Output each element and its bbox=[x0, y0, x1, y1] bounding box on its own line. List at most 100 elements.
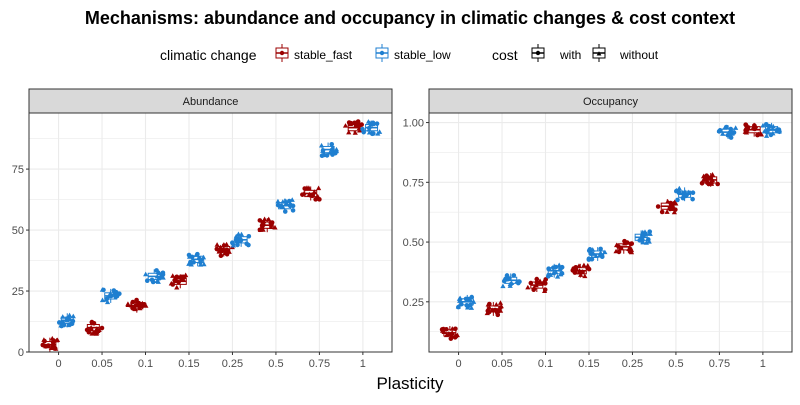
plot-area bbox=[429, 113, 792, 352]
data-point-without bbox=[722, 125, 728, 130]
data-point-without bbox=[769, 126, 776, 131]
data-point-with bbox=[221, 243, 227, 248]
data-point-without bbox=[333, 146, 340, 152]
data-point-without bbox=[498, 303, 504, 309]
data-point-with bbox=[715, 181, 721, 187]
y-tick-label: 0.50 bbox=[403, 237, 424, 249]
data-point-with bbox=[628, 241, 634, 247]
data-point-without bbox=[304, 185, 310, 190]
legend-key-stable-fast bbox=[275, 44, 289, 62]
data-point-without bbox=[342, 123, 349, 128]
data-point-with bbox=[317, 197, 322, 202]
data-point-with bbox=[558, 266, 563, 272]
data-point-without bbox=[54, 337, 61, 343]
data-point-with bbox=[287, 198, 292, 204]
data-point-without bbox=[223, 248, 229, 253]
panel-abundance: Abundance 0 25 50 75 0 0.05 0.1 0.15 0.25 0.5 0.75 1 bbox=[12, 88, 393, 370]
data-point-without bbox=[546, 266, 552, 271]
data-point-with bbox=[246, 233, 252, 239]
data-point-with bbox=[324, 153, 330, 158]
data-point-without bbox=[448, 331, 454, 336]
data-point-with bbox=[244, 241, 250, 246]
data-point-without bbox=[760, 122, 766, 128]
legend-item-stable-fast: stable_fast bbox=[294, 48, 353, 62]
data-point-without bbox=[327, 149, 333, 155]
data-point-without bbox=[366, 127, 372, 132]
data-point-with bbox=[469, 294, 475, 300]
data-point-with bbox=[261, 222, 266, 228]
legend-item-with: with bbox=[559, 48, 581, 62]
panel-title: Abundance bbox=[183, 96, 239, 108]
data-point-without bbox=[143, 271, 149, 277]
data-point-with bbox=[599, 254, 605, 260]
data-point-with bbox=[458, 301, 464, 307]
data-point-without bbox=[525, 284, 531, 290]
data-point-with bbox=[290, 208, 296, 213]
data-point-with bbox=[104, 296, 110, 302]
data-point-without bbox=[356, 122, 362, 128]
data-point-with bbox=[371, 131, 376, 136]
data-point-without bbox=[48, 345, 54, 351]
data-point-without bbox=[550, 270, 557, 276]
panel-strip bbox=[28, 88, 393, 114]
data-point-without bbox=[757, 131, 764, 136]
legend-key-with bbox=[531, 44, 545, 62]
x-tick-label: 0 bbox=[455, 358, 461, 370]
data-point-with bbox=[534, 280, 540, 285]
data-point-with bbox=[348, 120, 354, 126]
data-point-without bbox=[260, 227, 266, 232]
data-point-with bbox=[329, 141, 335, 147]
y-tick-label: 50 bbox=[12, 225, 24, 237]
y-tick-label: 25 bbox=[12, 286, 24, 298]
data-point-without bbox=[486, 304, 492, 310]
data-point-without bbox=[704, 176, 710, 181]
data-point-with bbox=[699, 181, 705, 186]
data-point-with bbox=[195, 251, 200, 257]
y-tick-label: 75 bbox=[12, 164, 24, 176]
data-point-without bbox=[555, 274, 561, 279]
data-point-without bbox=[598, 250, 604, 255]
data-point-without bbox=[113, 292, 119, 297]
data-point-with bbox=[716, 129, 722, 134]
data-point-with bbox=[586, 257, 592, 262]
x-tick-label: 0.75 bbox=[309, 358, 330, 370]
data-point-without bbox=[88, 326, 94, 331]
data-point-without bbox=[576, 269, 582, 275]
data-point-without bbox=[770, 130, 776, 136]
data-point-without bbox=[65, 322, 72, 328]
data-point-without bbox=[493, 302, 499, 307]
data-point-without bbox=[238, 235, 244, 240]
data-point-without bbox=[497, 300, 504, 305]
data-point-with bbox=[543, 277, 549, 282]
data-point-without bbox=[89, 330, 95, 336]
data-point-with bbox=[452, 335, 458, 340]
x-tick-label: 0.1 bbox=[138, 358, 153, 370]
data-point-without bbox=[585, 263, 591, 268]
data-point-without bbox=[720, 131, 726, 136]
data-point-with bbox=[705, 180, 710, 185]
data-point-with bbox=[655, 204, 661, 209]
data-point-with bbox=[89, 319, 95, 325]
data-point-without bbox=[507, 283, 513, 288]
data-point-without bbox=[664, 209, 670, 214]
data-point-without bbox=[505, 275, 512, 281]
data-point-without bbox=[686, 189, 692, 195]
data-point-without bbox=[593, 253, 599, 258]
data-point-without bbox=[217, 244, 224, 250]
legend-key-without bbox=[592, 44, 606, 62]
y-tick-label: 1.00 bbox=[403, 118, 424, 130]
data-point-with bbox=[61, 322, 67, 328]
data-point-with bbox=[671, 201, 677, 206]
data-point-without bbox=[201, 261, 207, 267]
legend-item-stable-low: stable_low bbox=[394, 48, 451, 62]
data-point-with bbox=[777, 129, 782, 135]
data-point-without bbox=[183, 272, 189, 278]
x-tick-label: 0.15 bbox=[178, 358, 199, 370]
data-point-with bbox=[99, 325, 105, 331]
data-point-without bbox=[613, 248, 619, 254]
data-point-without bbox=[66, 317, 72, 322]
x-tick-label: 1 bbox=[360, 358, 366, 370]
data-point-without bbox=[457, 295, 463, 301]
data-point-with bbox=[282, 209, 288, 214]
